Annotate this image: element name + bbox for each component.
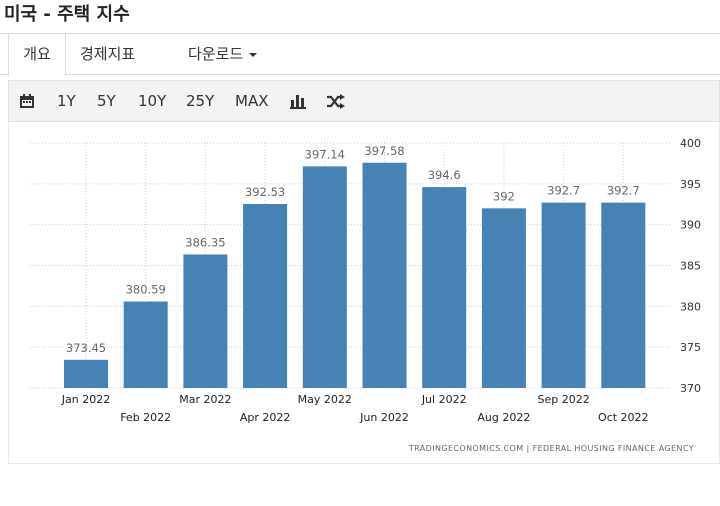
tab[interactable]: 개요: [8, 34, 66, 76]
data-label: 373.45: [66, 341, 106, 355]
toolbar: 1Y 5Y 10Y 25Y MAX: [8, 80, 720, 122]
range-button[interactable]: 25Y: [186, 92, 215, 110]
x-tick-label: Feb 2022: [120, 411, 171, 424]
bar: [601, 202, 646, 388]
page-title: 미국 - 주택 지수: [4, 4, 130, 25]
bar: [541, 202, 586, 388]
x-tick-label: Apr 2022: [240, 411, 291, 424]
calendar-icon[interactable]: [20, 94, 34, 108]
data-label: 392.7: [607, 184, 640, 198]
x-tick-label: Mar 2022: [179, 393, 231, 406]
bar: [64, 359, 108, 388]
data-label: 397.14: [305, 147, 345, 161]
y-tick-label: 390: [680, 219, 701, 232]
range-button[interactable]: 10Y: [138, 92, 167, 110]
y-tick-label: 375: [680, 341, 701, 354]
x-tick-label: Jan 2022: [61, 393, 110, 406]
data-label: 380.59: [126, 283, 166, 297]
y-tick-label: 385: [680, 260, 701, 273]
data-label: 392: [493, 189, 515, 203]
x-tick-label: May 2022: [298, 393, 352, 406]
data-label: 386.35: [185, 235, 225, 249]
data-label: 394.6: [428, 168, 461, 182]
bar: [243, 204, 288, 388]
range-button[interactable]: 5Y: [97, 92, 116, 110]
data-label: 392.7: [547, 184, 580, 198]
y-tick-label: 370: [680, 382, 701, 395]
bar: [302, 166, 347, 388]
source: TRADINGECONOMICS.COM | FEDERAL HOUSING F…: [408, 444, 694, 453]
data-label: 392.53: [245, 185, 285, 199]
data-label: 397.58: [364, 144, 404, 158]
x-tick-label: Jul 2022: [421, 393, 467, 406]
x-tick-label: Aug 2022: [477, 411, 530, 424]
x-tick-label: Sep 2022: [537, 393, 589, 406]
bar-chart-icon[interactable]: [290, 94, 306, 109]
range-button[interactable]: 1Y: [57, 92, 76, 110]
caret: [249, 52, 258, 57]
bar: [362, 162, 407, 388]
bar: [183, 254, 228, 388]
bar: [481, 208, 526, 388]
tab-label: 다운로드: [188, 45, 244, 63]
bar: [422, 187, 467, 388]
y-tick-label: 395: [680, 178, 701, 191]
tab[interactable]: 다운로드: [188, 34, 258, 75]
x-tick-label: Jun 2022: [359, 411, 409, 424]
y-tick-label: 400: [680, 137, 701, 150]
tab-bar: 개요 경제지표 다운로드: [0, 33, 720, 76]
y-tick-label: 380: [680, 300, 701, 313]
tab[interactable]: 경제지표: [80, 45, 136, 63]
bar: [123, 301, 168, 388]
x-tick-label: Oct 2022: [598, 411, 649, 424]
range-button[interactable]: MAX: [235, 92, 269, 110]
shuffle-icon[interactable]: [327, 94, 345, 109]
